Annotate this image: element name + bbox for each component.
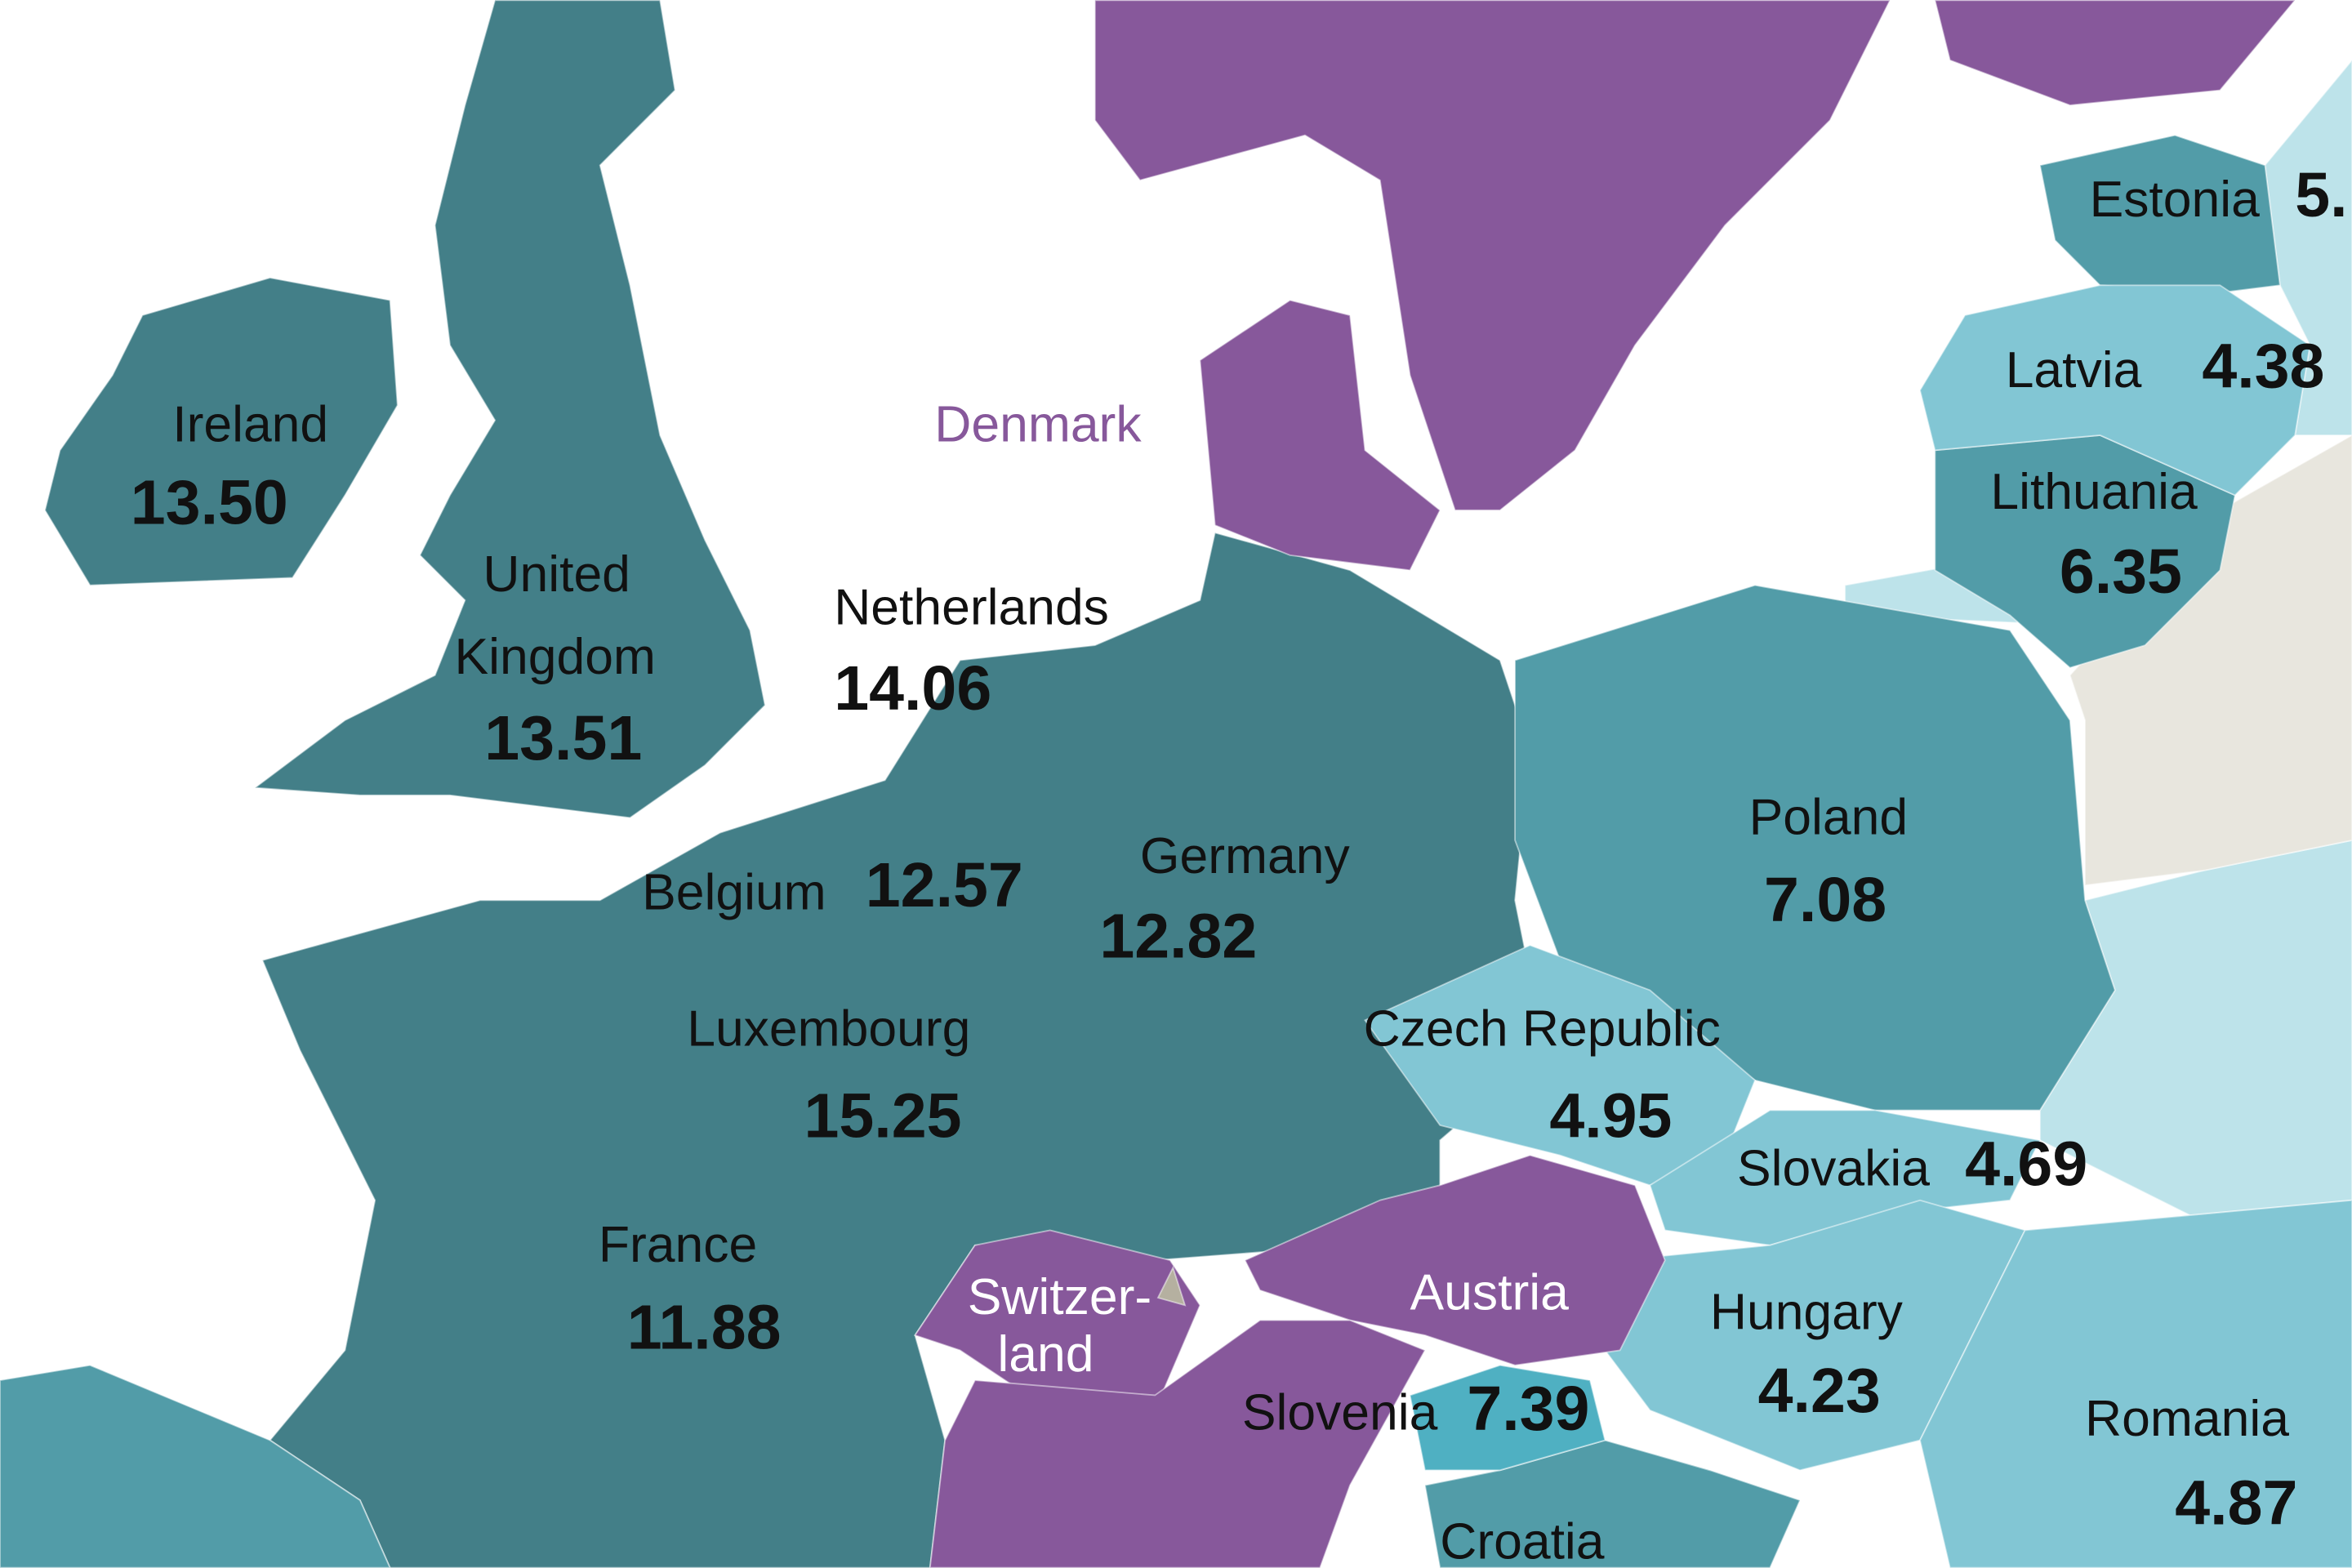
country-name: Estonia xyxy=(2090,171,2261,228)
country-value: 13.50 xyxy=(131,467,288,537)
country-name: Romania xyxy=(2085,1390,2289,1447)
country-name: Croatia xyxy=(1440,1513,1605,1568)
country-value: 11.88 xyxy=(627,1293,782,1363)
country-value: 13.51 xyxy=(484,703,642,773)
country-name: Luxembourg xyxy=(687,1000,970,1057)
country-name: Denmark xyxy=(934,395,1142,452)
italy xyxy=(929,1319,1427,1568)
switzerland xyxy=(913,1229,1201,1411)
slovenia xyxy=(1409,1364,1606,1472)
country-name: land xyxy=(997,1325,1094,1383)
estonia xyxy=(2038,134,2281,294)
country-value: 12.57 xyxy=(866,850,1023,920)
country-name: United xyxy=(483,546,630,603)
country-value: 4.87 xyxy=(2175,1468,2297,1539)
country-value: 4.38 xyxy=(2202,331,2324,401)
country-value: 4.69 xyxy=(1965,1129,2087,1199)
country-name: Slovenia xyxy=(1242,1384,1438,1441)
country-value: 14.06 xyxy=(834,653,991,724)
country-value: 12.82 xyxy=(1099,901,1257,971)
country-value: 7.08 xyxy=(1764,865,1886,935)
country-name: Hungary xyxy=(1710,1284,1904,1341)
country-name: Belgium xyxy=(642,863,826,920)
spain xyxy=(0,1364,391,1568)
poland xyxy=(1514,584,2116,1111)
belarus xyxy=(2069,434,2352,887)
country-name: Ireland xyxy=(172,395,328,452)
country-name: Slovakia xyxy=(1737,1139,1930,1196)
country-name: Switzer- xyxy=(968,1268,1152,1325)
finland xyxy=(1934,0,2296,106)
ireland xyxy=(44,277,399,586)
denmark xyxy=(1199,299,1441,572)
country-value: 4.95 xyxy=(1549,1081,1672,1152)
slovakia xyxy=(1649,1109,2042,1246)
sweden-norway xyxy=(1094,0,1891,511)
country-value: 6.35 xyxy=(2060,537,2182,607)
country-value: 4.23 xyxy=(1758,1356,1881,1426)
latvia xyxy=(1919,284,2311,497)
country-name: Lithuania xyxy=(1990,463,2198,520)
country-value: 7.39 xyxy=(1467,1374,1589,1444)
country-value: 5. xyxy=(2295,160,2347,230)
country-name: France xyxy=(599,1216,757,1273)
country-name: Poland xyxy=(1749,789,1908,846)
country-name: Austria xyxy=(1410,1264,1570,1321)
austria xyxy=(1244,1154,1666,1366)
liechtenstein xyxy=(1156,1265,1187,1307)
country-value: 15.25 xyxy=(804,1081,961,1152)
country-name: Latvia xyxy=(2006,341,2142,399)
country-name: Kingdom xyxy=(455,628,656,685)
country-name: Germany xyxy=(1140,827,1351,884)
united-kingdom xyxy=(252,0,766,819)
country-name: Czech Republic xyxy=(1364,1000,1721,1057)
country-name: Netherlands xyxy=(834,578,1109,635)
